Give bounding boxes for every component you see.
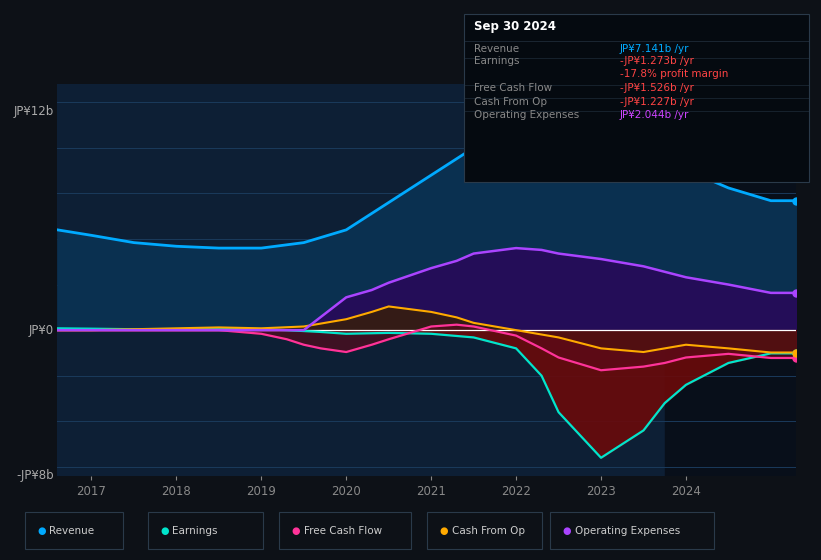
Bar [665,84,796,476]
Text: ●: ● [37,526,45,535]
Text: Free Cash Flow: Free Cash Flow [304,526,382,535]
Text: -JP¥8b: -JP¥8b [16,469,54,483]
Text: ●: ● [160,526,168,535]
Text: -JP¥1.227b /yr: -JP¥1.227b /yr [620,97,694,107]
Text: -JP¥1.273b /yr: -JP¥1.273b /yr [620,57,694,67]
Text: -JP¥1.526b /yr: -JP¥1.526b /yr [620,83,694,94]
Text: Revenue: Revenue [49,526,94,535]
Text: JP¥2.044b /yr: JP¥2.044b /yr [620,110,690,120]
Text: Operating Expenses: Operating Expenses [575,526,680,535]
Text: JP¥0: JP¥0 [29,324,54,337]
Text: ●: ● [562,526,571,535]
Text: Earnings: Earnings [474,57,519,67]
Text: Earnings: Earnings [172,526,218,535]
Text: JP¥7.141b /yr: JP¥7.141b /yr [620,44,690,54]
Text: Cash From Op: Cash From Op [474,97,547,107]
Text: -17.8% profit margin: -17.8% profit margin [620,69,728,79]
Text: Sep 30 2024: Sep 30 2024 [474,20,556,32]
Text: ●: ● [291,526,300,535]
Text: Revenue: Revenue [474,44,519,54]
Text: Free Cash Flow: Free Cash Flow [474,83,552,94]
Text: JP¥12b: JP¥12b [13,105,54,118]
Text: ●: ● [439,526,447,535]
Text: Operating Expenses: Operating Expenses [474,110,579,120]
Text: Cash From Op: Cash From Op [452,526,525,535]
